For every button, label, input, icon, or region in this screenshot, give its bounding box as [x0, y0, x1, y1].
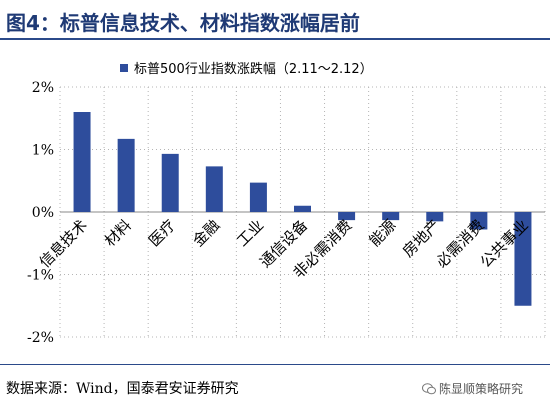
bars [73, 112, 532, 306]
figure-title: 图4：标普信息技术、材料指数涨幅居前 [0, 0, 550, 40]
footer-divider [0, 364, 550, 365]
bar [338, 212, 356, 221]
x-tick-label: 材料 [101, 216, 135, 250]
bar [426, 212, 444, 222]
legend-swatch [120, 64, 128, 72]
x-tick-label: 工业 [233, 216, 267, 250]
bar [249, 182, 267, 212]
x-tick-label: 医疗 [145, 216, 179, 250]
wechat-icon [422, 382, 436, 395]
bar [294, 205, 311, 212]
y-tick-label: 2% [32, 80, 54, 96]
legend: 标普500行业指数涨跌幅（2.11～2.12） [120, 61, 373, 77]
axes: -2% -1% 0% 1% 2% [27, 80, 545, 346]
watermark: 陈显顺策略研究 [422, 380, 523, 397]
bar [117, 138, 135, 212]
legend-label: 标普500行业指数涨跌幅（2.11～2.12） [134, 61, 373, 77]
source-note: 数据来源：Wind，国泰君安证券研究 [6, 381, 239, 397]
y-tick-label: -2% [27, 330, 54, 346]
watermark-text: 陈显顺策略研究 [439, 382, 524, 396]
x-tick-label: 信息技术 [36, 216, 91, 271]
y-tick-label: 0% [32, 205, 54, 221]
bar-chart: -2% -1% 0% 1% 2% 信息技术 材料 医疗 金融 工业 通信设备 非必需消费 能源 房地产必… [0, 40, 550, 360]
x-tick-label: 必需消费 [433, 216, 488, 271]
y-tick-label: 1% [32, 143, 54, 159]
x-tick-label: 金融 [189, 216, 223, 250]
bar [382, 212, 400, 221]
bar [73, 112, 91, 212]
bar [205, 166, 223, 212]
bar [161, 153, 179, 212]
y-tick-label: -1% [27, 268, 54, 284]
bar [470, 212, 488, 230]
bar [514, 212, 532, 306]
x-tick-label: 能源 [366, 216, 400, 250]
